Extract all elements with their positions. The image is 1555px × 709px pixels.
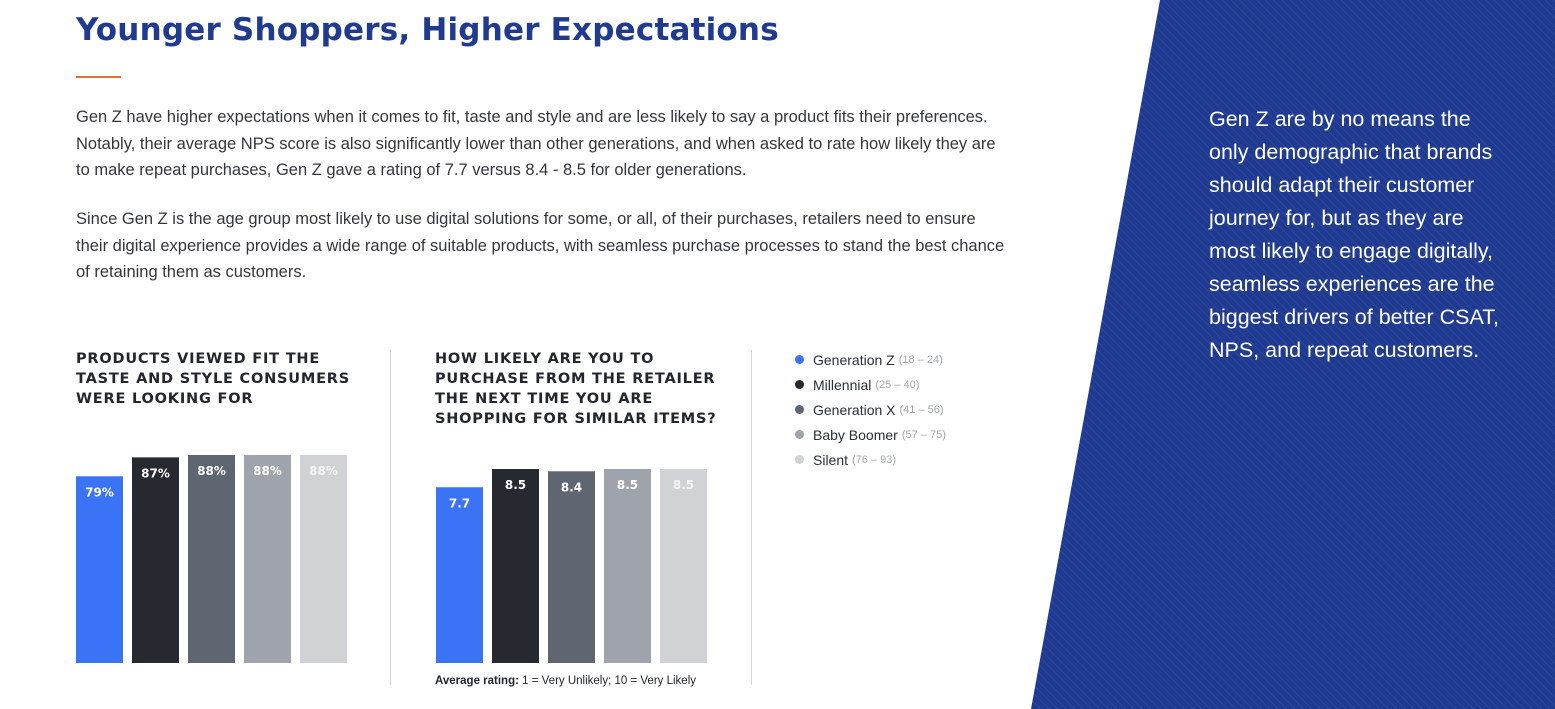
legend-item-generation-z: Generation Z (18 – 24) <box>795 347 946 372</box>
chart-2-bar-baby-boomer <box>604 469 651 663</box>
legend-item-generation-x: Generation X (41 – 56) <box>795 397 946 422</box>
legend-item-millennial: Millennial (25 – 40) <box>795 372 946 397</box>
legend-label: Baby Boomer <box>813 426 898 443</box>
legend-age-range: (18 – 24) <box>898 353 943 366</box>
footnote-label: Average rating: <box>435 675 519 687</box>
chart-2-bar-millennial <box>492 469 539 663</box>
legend-age-range: (76 – 93) <box>852 453 897 466</box>
legend-swatch <box>795 455 804 464</box>
title-accent-rule <box>76 76 121 78</box>
sidebar-background <box>1031 0 1555 709</box>
legend-item-baby-boomer: Baby Boomer (57 – 75) <box>795 422 946 447</box>
chart-1-data-label: 88% <box>197 464 226 478</box>
page-title: Younger Shoppers, Higher Expectations <box>76 12 779 48</box>
chart-2-title: HOW LIKELY ARE YOU TO PURCHASE FROM THE … <box>435 351 717 427</box>
legend-label: Generation Z <box>813 351 895 368</box>
chart-1-bar-millennial <box>132 457 179 663</box>
chart-1-bar-silent <box>300 455 347 663</box>
body-paragraph-1: Gen Z have higher expectations when it c… <box>76 108 996 179</box>
chart-1-data-label: 79% <box>85 485 114 499</box>
sidebar-quote: Gen Z are by no means the only demograph… <box>1209 107 1499 362</box>
chart-1-bar-generation-x <box>188 455 235 663</box>
legend-swatch <box>795 430 804 439</box>
chart-2-data-label: 7.7 <box>449 496 470 510</box>
legend-age-range: (57 – 75) <box>901 428 946 441</box>
chart-1-title: PRODUCTS VIEWED FIT THE TASTE AND STYLE … <box>76 351 351 407</box>
chart-2-bar-silent <box>660 469 707 663</box>
legend-label: Millennial <box>813 376 872 393</box>
footnote-text: 1 = Very Unlikely; 10 = Very Likely <box>518 675 696 687</box>
chart-1-bar-baby-boomer <box>244 455 291 663</box>
legend-label: Silent <box>813 451 849 468</box>
chart-2-data-label: 8.5 <box>505 478 526 492</box>
chart-2-bar-generation-z <box>436 487 483 663</box>
legend-label: Generation X <box>813 401 896 418</box>
legend-item-silent: Silent (76 – 93) <box>795 447 946 472</box>
legend-age-range: (25 – 40) <box>875 378 920 391</box>
chart-1-data-label: 88% <box>309 464 338 478</box>
chart-2-data-label: 8.5 <box>617 478 638 492</box>
chart-1-data-label: 88% <box>253 464 282 478</box>
legend-age-range: (41 – 56) <box>899 403 944 416</box>
chart-divider-1 <box>390 350 391 685</box>
chart-legend: Generation Z (18 – 24) Millennial (25 – … <box>795 347 946 472</box>
chart-2-data-label: 8.5 <box>673 478 694 492</box>
chart-2-footnote: Average rating: 1 = Very Unlikely; 10 = … <box>435 675 696 687</box>
body-paragraph-2: Since Gen Z is the age group most likely… <box>76 210 1005 281</box>
legend-swatch <box>795 405 804 414</box>
chart-1-bar-generation-z <box>76 476 123 663</box>
chart-1-data-label: 87% <box>141 466 170 480</box>
chart-divider-2 <box>751 350 752 685</box>
legend-swatch <box>795 380 804 389</box>
chart-2-data-label: 8.4 <box>561 480 582 494</box>
legend-swatch <box>795 355 804 364</box>
chart-2-bar-generation-x <box>548 471 595 663</box>
bar-charts: 79% 87% 88% 88% 88% 7.7 8.5 8.4 8.5 8.5 <box>76 455 707 663</box>
